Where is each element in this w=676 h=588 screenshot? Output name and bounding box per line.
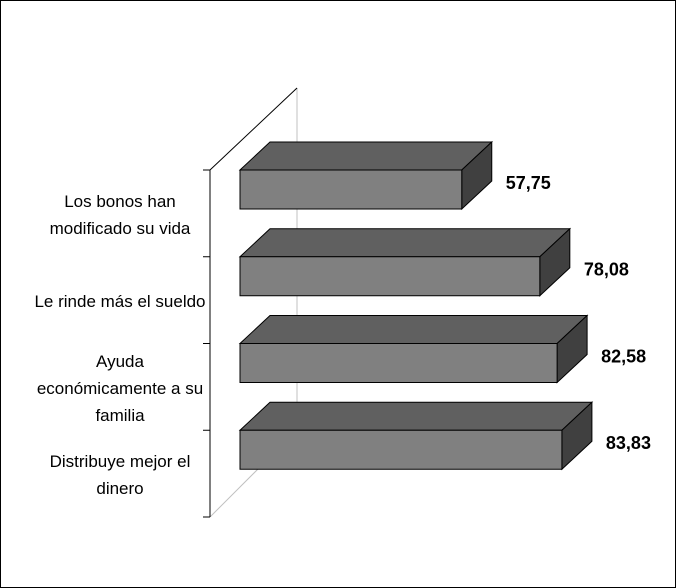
bar-top — [238, 228, 572, 258]
category-label: Ayuda económicamente a su familia — [36, 351, 204, 425]
bar — [239, 256, 541, 297]
bar-top — [238, 141, 494, 171]
bar-top — [238, 401, 594, 431]
data-label: 57,75 — [506, 173, 551, 193]
bar-top — [238, 315, 589, 344]
bar — [239, 343, 558, 383]
data-label: 82,58 — [601, 346, 646, 366]
data-label: 78,08 — [584, 260, 629, 280]
data-label: 83,83 — [606, 433, 651, 453]
category-label: Los bonos han modificado su vida — [49, 191, 191, 238]
category-label: Le rinde más el sueldo — [34, 292, 206, 312]
bar — [239, 169, 463, 210]
bar — [239, 429, 563, 470]
category-label: Distribuye mejor el dinero — [49, 452, 191, 499]
wall-edge — [209, 87, 298, 171]
